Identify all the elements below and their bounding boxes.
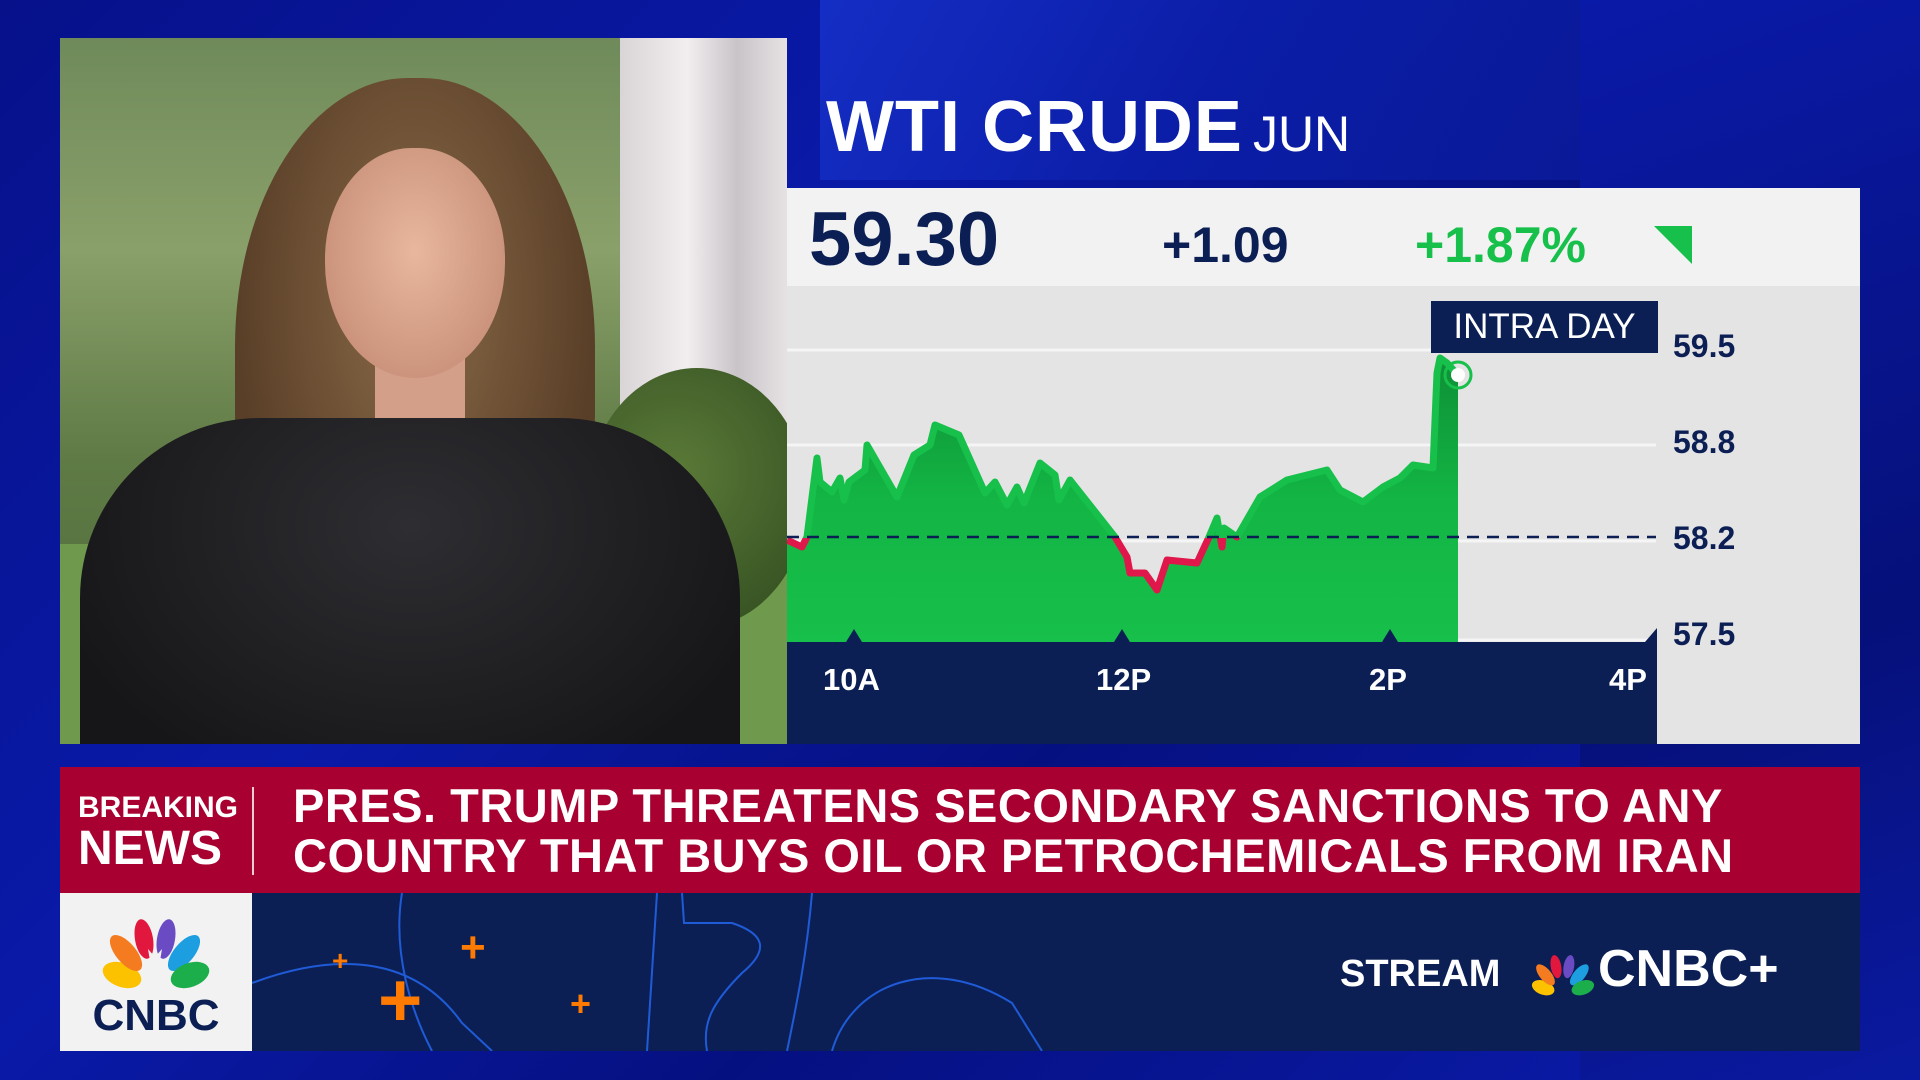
plus-decoration-icon: + bbox=[570, 983, 592, 1024]
net-change: +1.09 bbox=[1162, 217, 1289, 273]
quote-chart-panel: 59.30 +1.09 +1.87% bbox=[787, 188, 1860, 744]
video-feed bbox=[60, 38, 787, 744]
contract-month: JUN bbox=[1252, 106, 1351, 162]
bottom-branding-bar: CNBC + + + + STREAM CNBC+ bbox=[60, 893, 1860, 1051]
graphic-title: WTI CRUDE JUN bbox=[826, 86, 1350, 168]
tick-2p bbox=[1382, 629, 1398, 642]
plus-decoration-icon: + bbox=[378, 958, 423, 1043]
reporter-face bbox=[325, 148, 505, 378]
headline: PRES. TRUMP THREATENS SECONDARY SANCTION… bbox=[293, 781, 1734, 881]
tick-12p bbox=[1114, 629, 1130, 642]
x-label-2p: 2P bbox=[1369, 662, 1407, 697]
percent-change: +1.87% bbox=[1415, 217, 1586, 273]
instrument-name: WTI CRUDE bbox=[826, 87, 1243, 167]
last-price: 59.30 bbox=[809, 197, 1000, 282]
up-arrow-icon bbox=[1654, 226, 1692, 264]
reporter-jacket bbox=[80, 418, 740, 744]
x-label-10a: 10A bbox=[823, 662, 880, 697]
headline-line-2: COUNTRY THAT BUYS OIL OR PETROCHEMICALS … bbox=[293, 829, 1734, 882]
price-area bbox=[787, 358, 1458, 642]
breaking-news-label: BREAKING NEWS bbox=[78, 793, 238, 873]
current-price-marker bbox=[1451, 368, 1465, 382]
x-label-4p: 4P bbox=[1609, 662, 1647, 697]
headline-line-1: PRES. TRUMP THREATENS SECONDARY SANCTION… bbox=[293, 779, 1723, 832]
peacock-icon bbox=[102, 919, 210, 991]
intraday-chart bbox=[787, 348, 1657, 642]
y-label-57-5: 57.5 bbox=[1673, 616, 1736, 652]
y-label-58-8: 58.8 bbox=[1673, 424, 1736, 460]
y-label-58-2: 58.2 bbox=[1673, 520, 1736, 556]
price-line-down bbox=[787, 538, 1241, 594]
background-facet bbox=[820, 0, 1580, 180]
cnbc-plus-wordmark: CNBC+ bbox=[1598, 940, 1779, 998]
breaking-news-bar: BREAKING NEWS PRES. TRUMP THREATENS SECO… bbox=[60, 767, 1860, 893]
logo-wordmark: CNBC bbox=[92, 991, 220, 1040]
time-axis: 10A 12P 2P 4P bbox=[787, 642, 1657, 744]
current-price-marker-ring bbox=[1443, 360, 1473, 390]
plus-decoration-icon: + bbox=[332, 945, 349, 976]
y-label-59-5: 59.5 bbox=[1673, 328, 1736, 364]
cnbc-logo: CNBC bbox=[60, 893, 252, 1051]
tick-10a bbox=[846, 629, 862, 642]
news-label: NEWS bbox=[78, 822, 222, 875]
cnbc-plus-peacock-icon bbox=[1531, 955, 1595, 996]
ticker-divider bbox=[252, 787, 254, 875]
quote-strip: 59.30 +1.09 +1.87% bbox=[787, 188, 1860, 286]
x-label-12p: 12P bbox=[1096, 662, 1152, 697]
price-line-up bbox=[787, 354, 1461, 538]
stream-label: STREAM bbox=[1340, 953, 1501, 995]
tick-4p bbox=[1645, 628, 1657, 642]
plus-decoration-icon: + bbox=[460, 923, 486, 972]
breaking-label: BREAKING bbox=[78, 791, 239, 824]
intraday-badge: INTRA DAY bbox=[1431, 301, 1658, 353]
decorative-lines bbox=[252, 893, 1043, 1051]
